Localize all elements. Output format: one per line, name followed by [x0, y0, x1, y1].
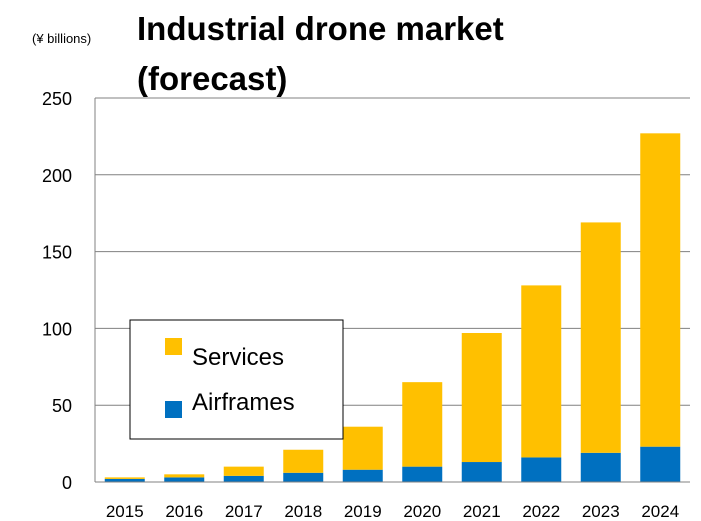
legend: Services Airframes [129, 319, 344, 440]
bar-airframes-2021 [461, 462, 502, 482]
bar-airframes-2017 [223, 475, 264, 482]
bar-airframes-2024 [640, 446, 681, 482]
y-tick-label: 150 [42, 243, 72, 263]
bar-airframes-2022 [521, 457, 562, 482]
legend-box [129, 319, 344, 440]
y-tick-label: 200 [42, 166, 72, 186]
x-tick-label: 2017 [225, 502, 263, 521]
y-tick-label: 100 [42, 319, 72, 339]
x-tick-label: 2020 [403, 502, 441, 521]
x-tick-label: 2024 [641, 502, 679, 521]
axes [94, 98, 690, 483]
bar-services-2017 [223, 466, 264, 476]
x-tick-label: 2018 [284, 502, 322, 521]
legend-label-services: Services [192, 344, 284, 371]
bar-services-2023 [580, 222, 621, 453]
bar-services-2021 [461, 333, 502, 463]
y-tick-labels: 0 50 100 150 200 250 [42, 89, 72, 493]
bar-services-2024 [640, 133, 681, 447]
x-tick-label: 2015 [106, 502, 144, 521]
y-tick-label: 50 [52, 396, 72, 416]
bar-airframes-2018 [283, 472, 324, 482]
bar-airframes-2023 [580, 452, 621, 482]
bar-airframes-2016 [164, 477, 205, 482]
legend-swatch-airframes [165, 401, 182, 418]
bar-services-2022 [521, 285, 562, 458]
y-tick-label: 250 [42, 89, 72, 109]
bar-services-2018 [283, 449, 324, 473]
x-tick-label: 2022 [522, 502, 560, 521]
unit-label: (¥ billions) [32, 31, 91, 46]
bar-airframes-2019 [342, 469, 383, 482]
bar-services-2016 [164, 474, 205, 478]
x-tick-labels: 2015 2016 2017 2018 2019 2020 2021 2022 2023 2024 [106, 502, 679, 521]
bar-services-2020 [402, 382, 443, 467]
bars [104, 133, 681, 482]
legend-swatch-services [165, 338, 182, 355]
x-tick-label: 2019 [344, 502, 382, 521]
x-tick-label: 2016 [165, 502, 203, 521]
bar-airframes-2020 [402, 466, 443, 482]
bar-airframes-2015 [104, 478, 145, 482]
x-tick-label: 2021 [463, 502, 501, 521]
y-tick-label: 0 [62, 473, 72, 493]
bar-services-2015 [104, 477, 145, 479]
chart-title-line-1: Industrial drone market [137, 10, 504, 47]
legend-label-airframes: Airframes [192, 389, 295, 416]
bar-services-2019 [342, 426, 383, 470]
x-tick-label: 2023 [582, 502, 620, 521]
chart-title-line-2: (forecast) [137, 60, 287, 97]
